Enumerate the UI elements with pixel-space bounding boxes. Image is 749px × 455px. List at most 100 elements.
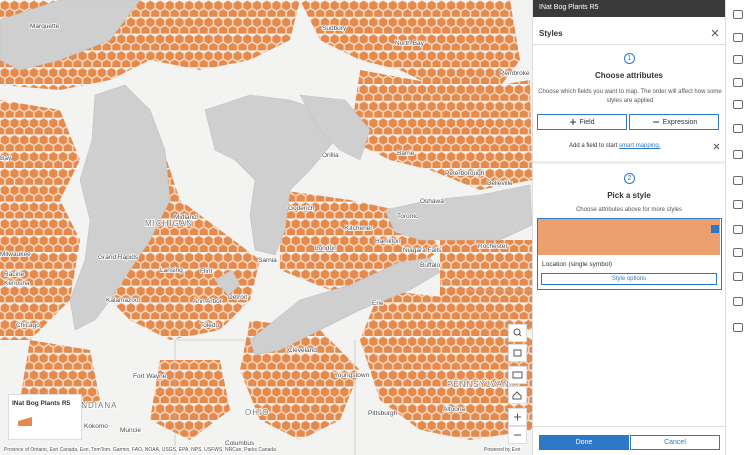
- place-label: Detroit: [228, 294, 247, 301]
- place-label: Kokomo: [84, 423, 108, 430]
- toolbar: [725, 0, 749, 455]
- style-preview: [538, 219, 720, 255]
- place-label: Grand Rapids: [98, 254, 139, 261]
- place-label: Lansing: [160, 267, 183, 274]
- selected-check: [711, 225, 719, 233]
- place-label: Marquette: [30, 23, 60, 30]
- tool-button[interactable]: [733, 272, 743, 281]
- place-label: Erie: [372, 300, 384, 307]
- search-button[interactable]: [508, 324, 527, 342]
- place-label: Altoona: [443, 406, 465, 413]
- place-label: Goderich: [288, 205, 315, 212]
- add-expression-button[interactable]: Expression: [629, 114, 719, 130]
- place-label: Chicago: [16, 322, 40, 329]
- place-label: Ann Arbor: [193, 298, 223, 305]
- tool-button[interactable]: [733, 225, 743, 234]
- place-label: Buffalo: [420, 262, 441, 269]
- place-label: Muncie: [120, 427, 141, 434]
- place-label: Pembroke: [500, 70, 530, 77]
- place-label: London: [315, 245, 337, 252]
- step-description: Choose attributes above for more styles: [575, 207, 683, 213]
- place-label: Rochester: [478, 243, 508, 250]
- place-label: Midland: [174, 214, 197, 221]
- notice: Add a field to start smart mapping.: [569, 143, 660, 149]
- panel-title: Styles: [539, 29, 563, 38]
- place-label: Fort Wayne: [133, 373, 167, 380]
- place-label: Hamilton: [375, 238, 401, 245]
- place-labels: Marquette Sudbury North Bay Pembroke Bay Oril…: [0, 22, 531, 448]
- place-label: Youngstown: [334, 372, 370, 379]
- home-button[interactable]: [508, 386, 527, 404]
- close-button[interactable]: [711, 29, 719, 37]
- button-label: Field: [579, 118, 595, 126]
- dismiss-notice[interactable]: [713, 143, 720, 150]
- place-label: Cleveland: [288, 347, 317, 354]
- tool-button[interactable]: [733, 150, 743, 159]
- place-label: Niagara Falls: [403, 247, 442, 254]
- cancel-button[interactable]: Cancel: [630, 435, 720, 450]
- place-label: Pittsburgh: [368, 410, 398, 417]
- place-label: Milwaukee: [0, 251, 31, 258]
- place-label: Flint: [200, 268, 212, 275]
- tool-button[interactable]: [733, 297, 743, 306]
- zoom-in[interactable]: [508, 408, 527, 426]
- place-label: OHIO: [245, 408, 269, 417]
- place-label: PENNSYLVANIA: [447, 380, 519, 389]
- legend-symbol: [18, 417, 32, 426]
- place-label: INDIANA: [78, 401, 117, 410]
- done-button[interactable]: Done: [539, 435, 629, 450]
- tool-button[interactable]: [733, 176, 743, 185]
- style-options-button[interactable]: Style options: [541, 273, 717, 285]
- step-number: 1: [624, 53, 635, 64]
- zoom-out[interactable]: [508, 426, 527, 444]
- style-label: Location (single symbol): [542, 261, 613, 268]
- attribution: Province of Ontario, Esri Canada, Esri, …: [4, 447, 276, 453]
- divider: [533, 44, 725, 45]
- add-field-button[interactable]: Field: [537, 114, 627, 130]
- place-label: Kenosha: [4, 280, 30, 287]
- place-label: Peterborough: [445, 170, 485, 177]
- styles-panel: INat Bog Plants R5 Styles 1 Choose attri…: [532, 0, 725, 455]
- tool-button[interactable]: [733, 124, 743, 133]
- place-label: Columbus: [225, 440, 255, 447]
- tool-button[interactable]: [733, 33, 743, 42]
- place-label: Orillia: [322, 152, 339, 159]
- powered-by[interactable]: Powered by Esri: [483, 446, 521, 454]
- style-card[interactable]: Location (single symbol) Style options: [537, 218, 722, 290]
- legend-title: INat Bog Plants R5: [12, 400, 71, 407]
- smart-mapping-link[interactable]: smart mapping.: [619, 143, 661, 149]
- place-label: Bay: [0, 155, 12, 162]
- legend: INat Bog Plants R5: [8, 394, 82, 440]
- print-button[interactable]: [508, 344, 527, 362]
- screen-button[interactable]: [508, 366, 527, 384]
- tool-button[interactable]: [733, 10, 743, 19]
- tool-button[interactable]: [733, 55, 743, 64]
- divider: [533, 426, 725, 427]
- lakes: [0, 0, 532, 356]
- tool-button[interactable]: [733, 200, 743, 209]
- tool-button[interactable]: [733, 78, 743, 87]
- place-label: Sudbury: [322, 25, 347, 32]
- place-label: Toledo: [200, 322, 220, 329]
- place-label: Kalamazoo: [106, 297, 139, 304]
- place-label: Racine: [4, 271, 25, 278]
- place-label: Barrie: [397, 150, 415, 157]
- place-label: Toronto: [397, 213, 419, 220]
- place-label: Oshawa: [420, 198, 444, 205]
- layer-title: INat Bog Plants R5: [539, 4, 599, 11]
- step-title: Pick a style: [607, 191, 651, 200]
- place-label: Kitchener: [345, 225, 373, 232]
- step-description: Choose which fields you want to map. The…: [538, 89, 722, 104]
- place-label: North Bay: [395, 40, 425, 47]
- tool-button[interactable]: [733, 248, 743, 257]
- map[interactable]: Marquette Sudbury North Bay Pembroke Bay Oril…: [0, 0, 532, 455]
- notice-text: Add a field to start: [569, 143, 618, 149]
- step-title: Choose attributes: [594, 71, 663, 80]
- button-label: Expression: [662, 118, 698, 126]
- step-number: 2: [624, 173, 635, 184]
- tool-button[interactable]: [733, 100, 743, 109]
- place-label: Belleville: [487, 180, 513, 187]
- layer-header: INat Bog Plants R5: [533, 0, 725, 17]
- tool-button[interactable]: [733, 323, 743, 332]
